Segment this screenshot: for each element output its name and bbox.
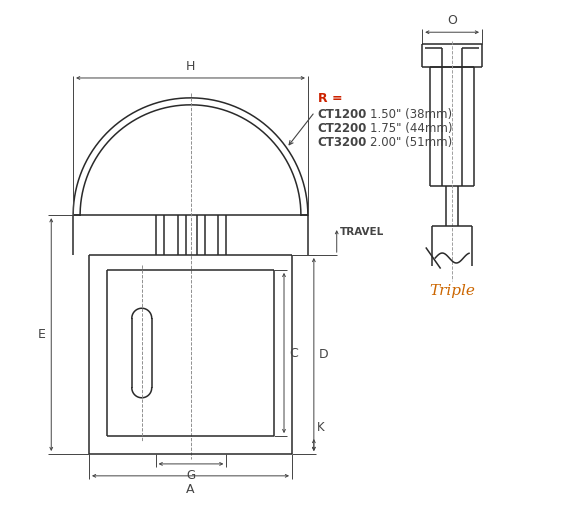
Text: H: H [186, 60, 195, 73]
Text: CT2200: CT2200 [318, 122, 367, 134]
Text: TRAVEL: TRAVEL [340, 227, 384, 237]
Text: Triple: Triple [429, 284, 475, 298]
Text: R =: R = [318, 92, 343, 105]
Text: CT3200: CT3200 [318, 135, 367, 148]
Text: O: O [447, 14, 457, 27]
Text: 1.50" (38mm): 1.50" (38mm) [369, 108, 452, 121]
Text: G: G [187, 469, 196, 482]
Text: CT1200: CT1200 [318, 108, 367, 121]
Text: C: C [289, 346, 297, 359]
Text: K: K [317, 421, 324, 434]
Text: A: A [186, 483, 195, 496]
Text: 2.00" (51mm): 2.00" (51mm) [369, 135, 452, 148]
Text: 1.75" (44mm): 1.75" (44mm) [369, 122, 452, 134]
Text: E: E [38, 328, 45, 341]
Text: D: D [319, 348, 328, 361]
